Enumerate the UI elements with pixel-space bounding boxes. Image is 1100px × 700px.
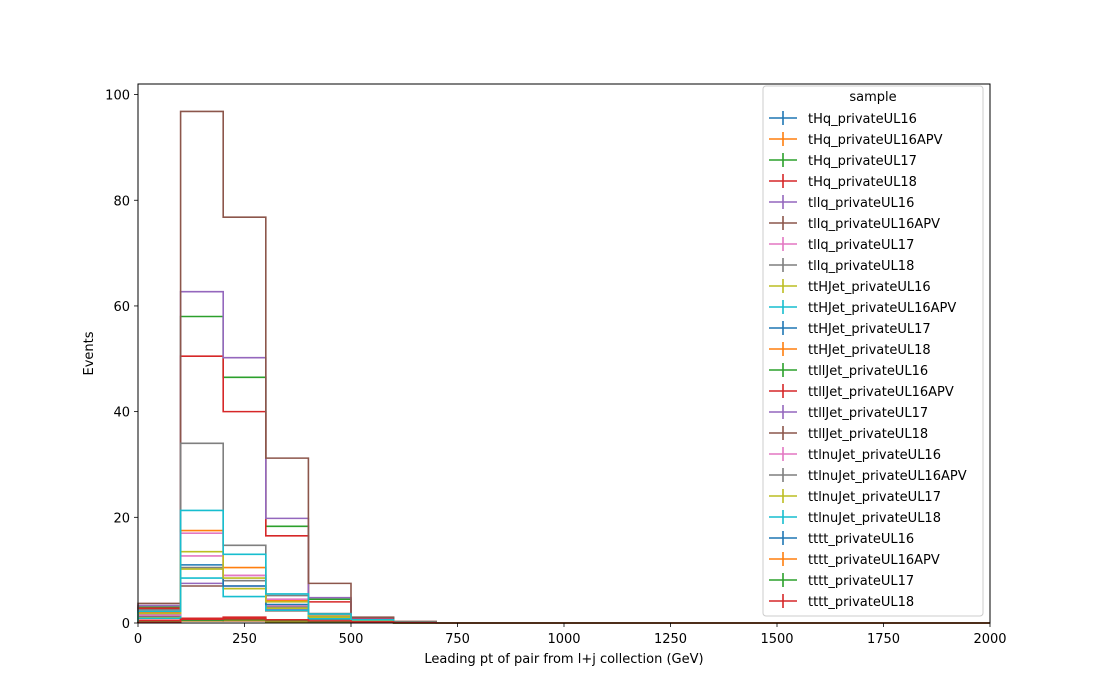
legend-entry-label: ttlnuJet_privateUL17 [808, 490, 941, 505]
legend-entry-label: ttllJet_privateUL17 [808, 406, 928, 421]
y-tick-label: 40 [113, 406, 130, 421]
legend: sample tHq_privateUL16 tHq_privateUL16APV… [762, 85, 984, 617]
x-tick-label: 2000 [973, 632, 1006, 647]
x-tick-label: 500 [339, 632, 364, 647]
legend-entry-label: tHq_privateUL18 [808, 175, 917, 190]
y-tick-label: 60 [113, 300, 130, 315]
legend-entry-label: tttt_privateUL16 [808, 532, 914, 547]
legend-entry-label: tllq_privateUL18 [808, 259, 914, 274]
legend-entry-label: tllq_privateUL16 [808, 196, 914, 211]
legend-entry-label: ttHJet_privateUL17 [808, 322, 931, 337]
legend-entry-label: ttHJet_privateUL18 [808, 343, 931, 358]
legend-entry-label: tHq_privateUL16APV [808, 133, 943, 148]
x-axis-label: Leading pt of pair from l+j collection (… [424, 652, 703, 667]
x-tick-label: 1500 [760, 632, 793, 647]
legend-entry-label: ttlnuJet_privateUL16 [808, 448, 941, 463]
x-tick-label: 750 [445, 632, 470, 647]
y-axis-ticks: 0 20 40 60 80 100 [105, 89, 138, 632]
legend-entry-label: tHq_privateUL17 [808, 154, 917, 169]
legend-entry-label: tllq_privateUL16APV [808, 217, 940, 232]
legend-entry-label: ttlnuJet_privateUL16APV [808, 469, 967, 484]
legend-entry-label: tHq_privateUL16 [808, 112, 917, 127]
x-tick-label: 1750 [867, 632, 900, 647]
legend-entry-label: ttllJet_privateUL18 [808, 427, 928, 442]
y-tick-label: 100 [105, 89, 130, 104]
legend-entry-label: ttlnuJet_privateUL18 [808, 511, 941, 526]
x-tick-label: 1250 [654, 632, 687, 647]
legend-entry-label: tttt_privateUL16APV [808, 553, 940, 568]
y-axis-label: Events [82, 331, 97, 375]
legend-entry-label: ttHJet_privateUL16APV [808, 301, 956, 316]
x-tick-label: 1000 [547, 632, 580, 647]
y-tick-label: 20 [113, 511, 130, 526]
legend-entry-label: tllq_privateUL17 [808, 238, 914, 253]
x-tick-label: 0 [134, 632, 142, 647]
legend-entry-label: tttt_privateUL18 [808, 595, 914, 610]
legend-title: sample [849, 90, 896, 105]
legend-entry-label: ttHJet_privateUL16 [808, 280, 931, 295]
legend-box [762, 85, 984, 617]
legend-entry-label: tttt_privateUL17 [808, 574, 914, 589]
legend-entry-label: ttllJet_privateUL16APV [808, 385, 954, 400]
y-tick-label: 80 [113, 194, 130, 209]
x-tick-label: 250 [232, 632, 257, 647]
legend-entry-label: ttllJet_privateUL16 [808, 364, 928, 379]
y-tick-label: 0 [122, 617, 130, 632]
x-axis-ticks: 0 250 500 750 1000 1250 1500 1750 2000 [134, 623, 1007, 647]
